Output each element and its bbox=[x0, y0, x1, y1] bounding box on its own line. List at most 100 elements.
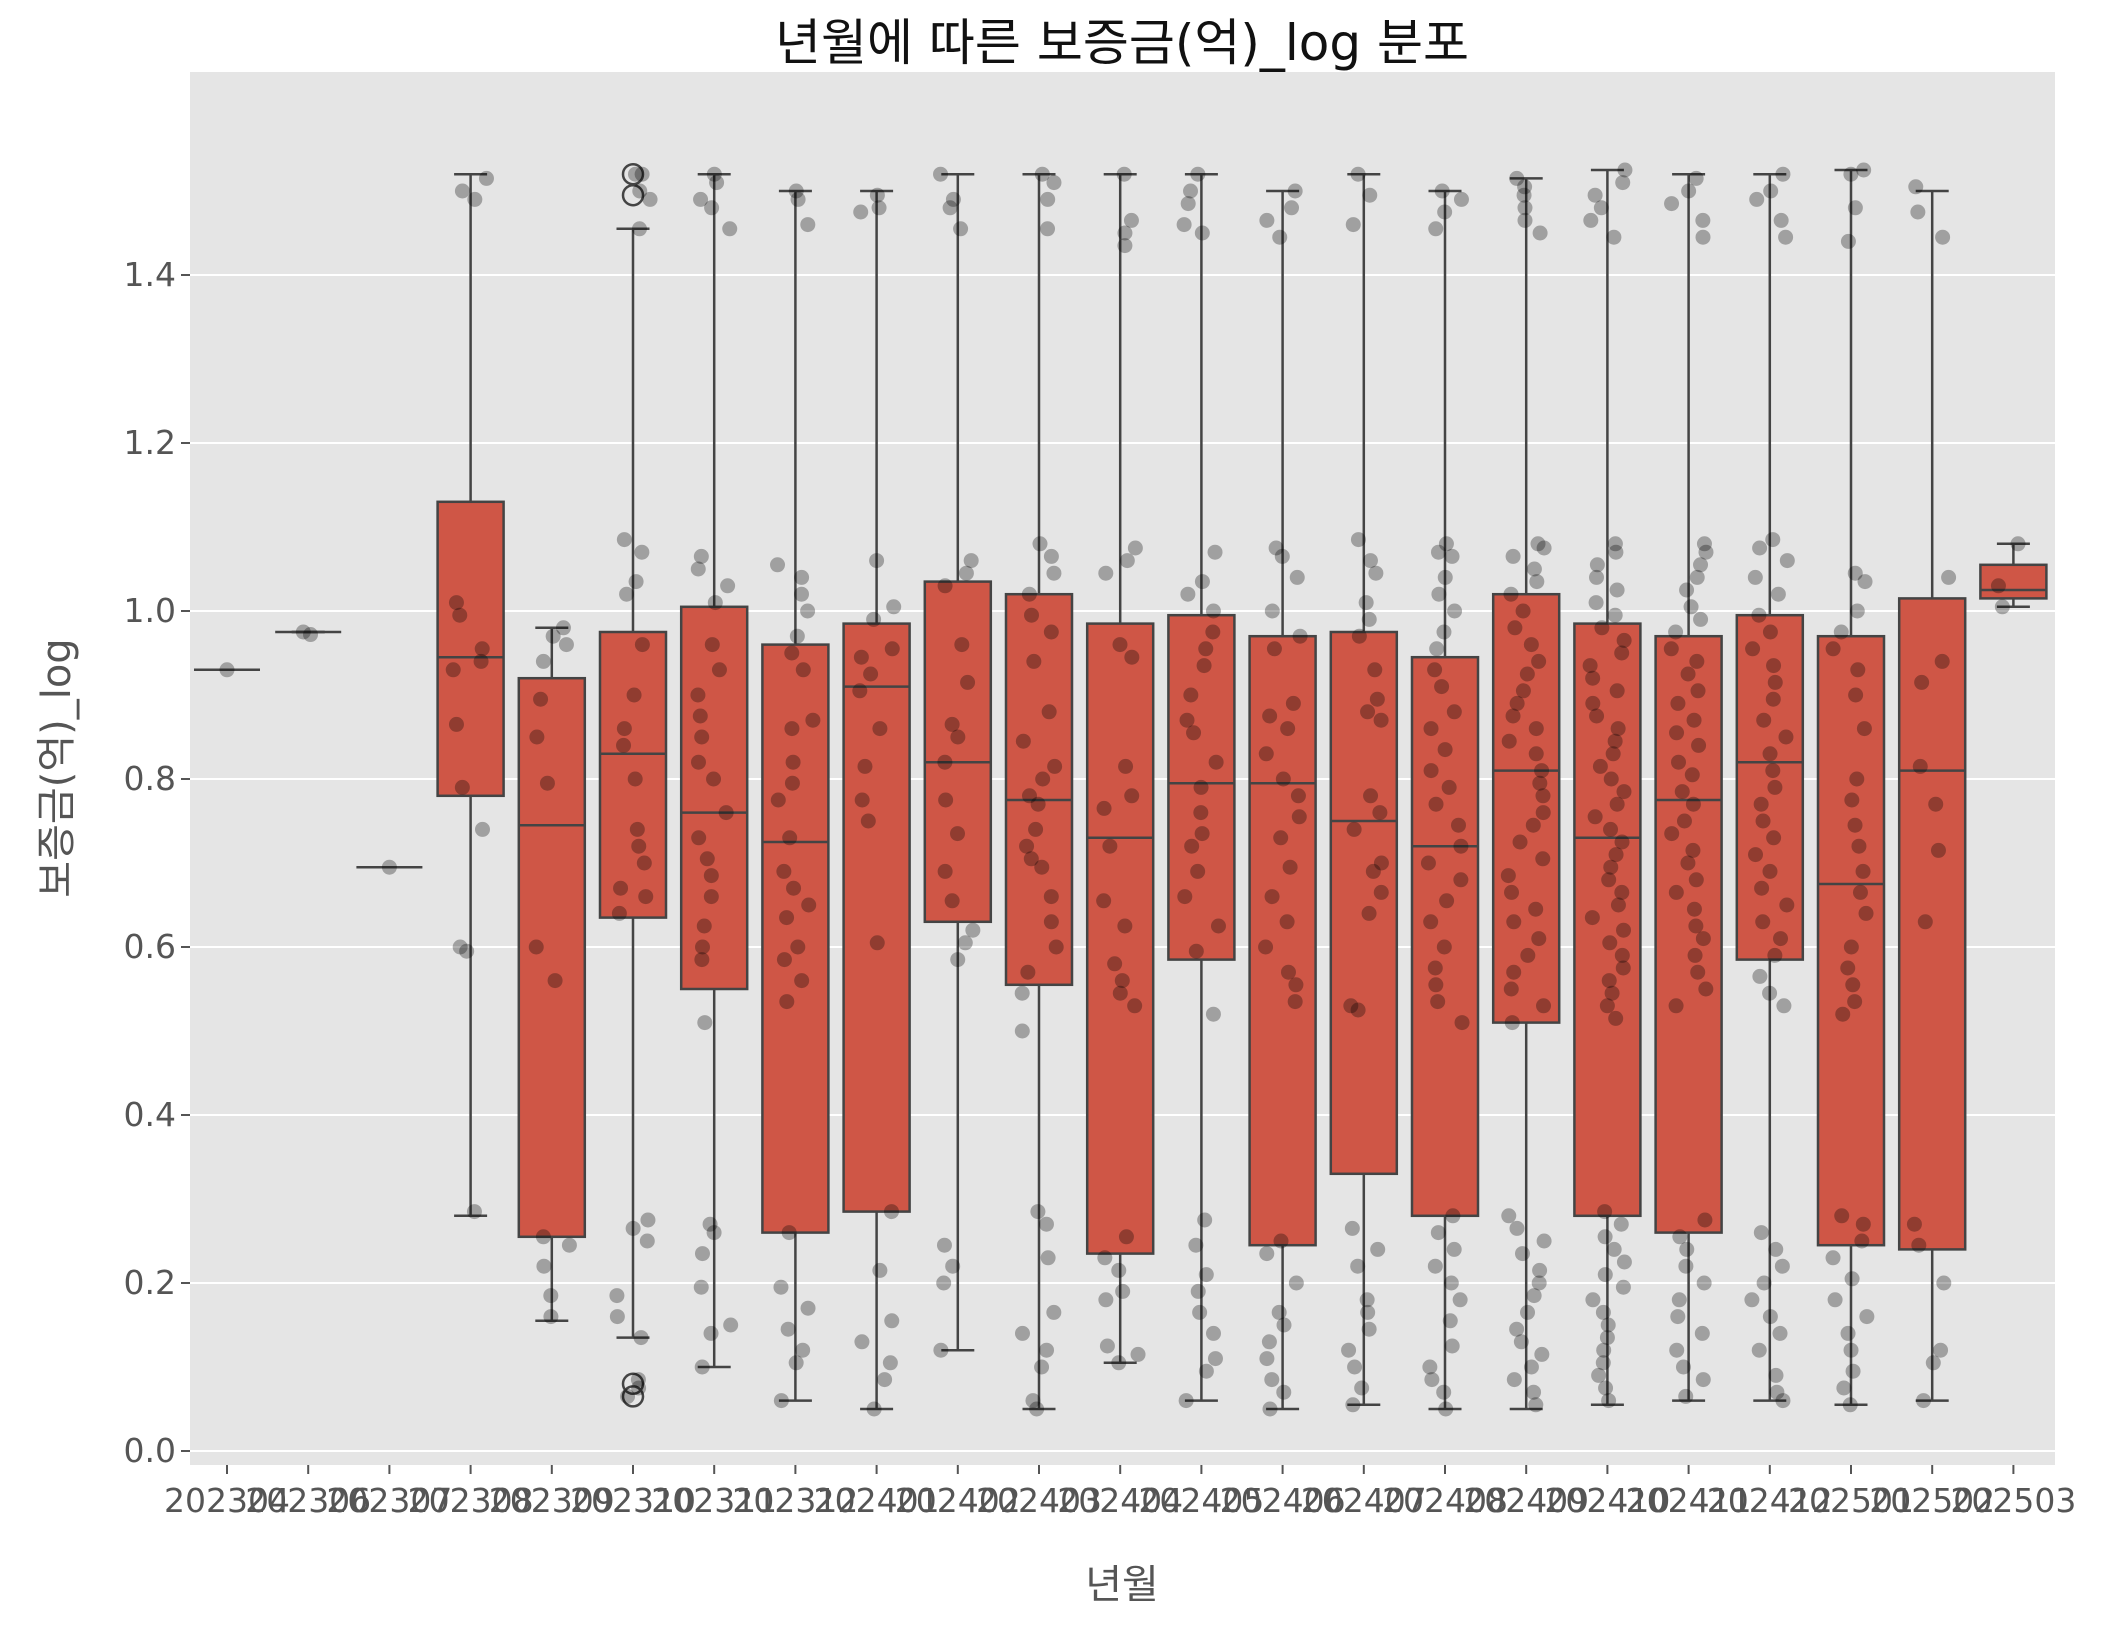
strip-point bbox=[639, 1233, 655, 1249]
box-flier bbox=[621, 1385, 645, 1408]
strip-point bbox=[1607, 607, 1623, 623]
strip-point bbox=[794, 973, 810, 989]
strip-point bbox=[693, 1279, 709, 1295]
strip-point bbox=[1210, 918, 1226, 934]
strip-point bbox=[1343, 998, 1359, 1014]
strip-point bbox=[1423, 914, 1439, 930]
strip-point bbox=[1014, 985, 1030, 1001]
strip-point bbox=[1520, 1304, 1536, 1320]
y-tick-label: 1.4 bbox=[124, 255, 176, 294]
box-iqr bbox=[1248, 634, 1317, 1247]
strip-point bbox=[628, 574, 644, 590]
strip-point bbox=[697, 1015, 713, 1031]
strip-point bbox=[1112, 985, 1128, 1001]
strip-point bbox=[1680, 666, 1696, 682]
strip-point bbox=[1441, 779, 1457, 795]
strip-point bbox=[1034, 859, 1050, 875]
strip-point bbox=[936, 1275, 952, 1291]
strip-point bbox=[1835, 1006, 1851, 1022]
strip-point bbox=[1276, 1384, 1292, 1400]
box-iqr bbox=[1735, 613, 1805, 961]
strip-point bbox=[1911, 1237, 1927, 1253]
strip-point bbox=[1098, 565, 1114, 581]
strip-point bbox=[1696, 536, 1712, 552]
strip-point bbox=[1775, 1393, 1791, 1409]
strip-point bbox=[1763, 183, 1779, 199]
strip-point bbox=[1589, 708, 1605, 724]
strip-point bbox=[776, 863, 792, 879]
strip-point bbox=[789, 628, 805, 644]
x-tick-label: 202406 bbox=[1220, 1481, 1346, 1520]
strip-point bbox=[1284, 200, 1300, 216]
strip-point bbox=[1453, 838, 1469, 854]
strip-point bbox=[1534, 763, 1550, 779]
strip-point bbox=[1753, 796, 1769, 812]
strip-point bbox=[1906, 1216, 1922, 1232]
strip-point bbox=[1424, 1372, 1440, 1388]
strip-point bbox=[1373, 884, 1389, 900]
strip-point bbox=[1685, 842, 1701, 858]
strip-point bbox=[1840, 960, 1856, 976]
strip-point bbox=[1019, 838, 1035, 854]
strip-point bbox=[1615, 175, 1631, 191]
strip-point bbox=[295, 624, 311, 640]
strip-point bbox=[1607, 733, 1623, 749]
strip-point bbox=[609, 1288, 625, 1304]
strip-point bbox=[2010, 536, 2026, 552]
x-tick-label: 202503 bbox=[1950, 1481, 2076, 1520]
strip-point bbox=[1664, 826, 1680, 842]
strip-point bbox=[539, 775, 555, 791]
strip-point bbox=[1130, 1346, 1146, 1362]
strip-point bbox=[1194, 225, 1210, 241]
strip-point bbox=[1196, 658, 1212, 674]
strip-point bbox=[1530, 536, 1546, 552]
strip-point bbox=[1436, 939, 1452, 955]
strip-point bbox=[1770, 586, 1786, 602]
strip-point bbox=[1102, 838, 1118, 854]
strip-point bbox=[1040, 221, 1056, 237]
strip-point bbox=[543, 1309, 559, 1325]
strip-point bbox=[1116, 166, 1132, 182]
strip-point bbox=[795, 662, 811, 678]
strip-point bbox=[616, 737, 632, 753]
strip-point bbox=[1748, 847, 1764, 863]
strip-point bbox=[794, 586, 810, 602]
strip-point bbox=[1669, 1342, 1685, 1358]
strip-point bbox=[1585, 1292, 1601, 1308]
strip-point bbox=[693, 548, 709, 564]
x-tick-label: 202412 bbox=[1707, 1481, 1833, 1520]
strip-point bbox=[1762, 746, 1778, 762]
strip-point bbox=[1367, 662, 1383, 678]
strip-point bbox=[692, 708, 708, 724]
strip-point bbox=[1852, 884, 1868, 900]
strip-point bbox=[863, 666, 879, 682]
strip-point bbox=[1127, 540, 1143, 556]
strip-point bbox=[1688, 872, 1704, 888]
strip-point bbox=[1935, 229, 1951, 245]
strip-point bbox=[1275, 771, 1291, 787]
strip-point bbox=[1847, 565, 1863, 581]
strip-point bbox=[1616, 922, 1632, 938]
strip-point bbox=[1287, 183, 1303, 199]
strip-point bbox=[690, 687, 706, 703]
strip-point bbox=[1606, 229, 1622, 245]
strip-point bbox=[1422, 1359, 1438, 1375]
strip-point bbox=[872, 1262, 888, 1278]
strip-point bbox=[1827, 1292, 1843, 1308]
strip-point bbox=[1536, 998, 1552, 1014]
strip-point bbox=[1536, 540, 1552, 556]
strip-point bbox=[1096, 893, 1112, 909]
strip-point bbox=[1756, 1275, 1772, 1291]
strip-point bbox=[1517, 179, 1533, 195]
strip-point bbox=[706, 1225, 722, 1241]
strip-point bbox=[869, 553, 885, 569]
strip-point bbox=[533, 691, 549, 707]
strip-point bbox=[704, 200, 720, 216]
strip-point bbox=[1430, 544, 1446, 560]
strip-point bbox=[467, 191, 483, 207]
strip-point bbox=[630, 1372, 646, 1388]
strip-point bbox=[1755, 813, 1771, 829]
strip-point bbox=[1289, 569, 1305, 585]
strip-point bbox=[1285, 695, 1301, 711]
strip-point bbox=[694, 1359, 710, 1375]
